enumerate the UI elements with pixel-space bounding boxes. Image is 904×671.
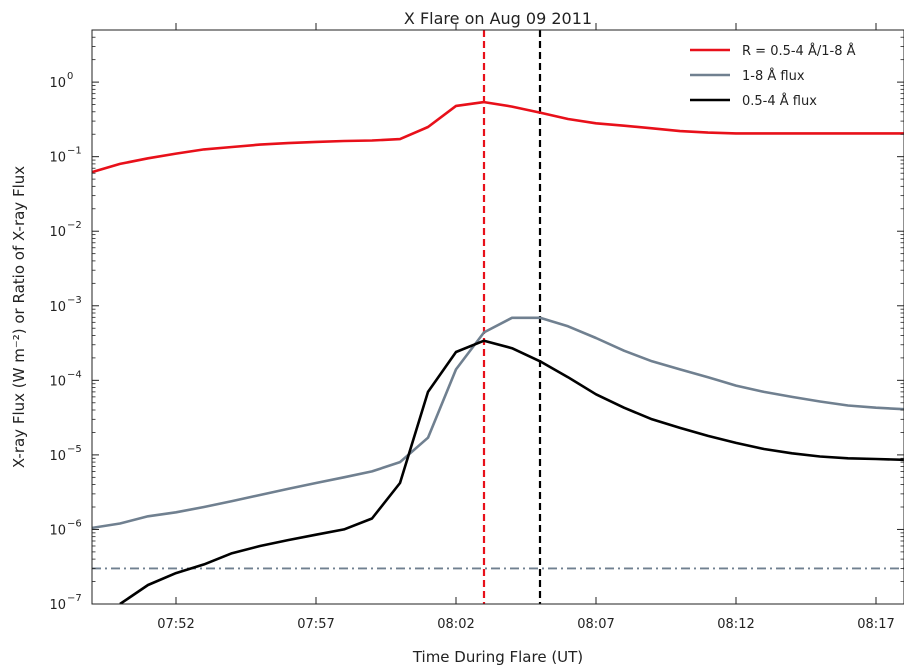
- plot-frame: [91, 29, 904, 605]
- y-tick-exponent: −1: [67, 146, 82, 157]
- legend-label-0-5-4-flux: 0.5-4 Å flux: [742, 93, 817, 109]
- x-tick-label: 08:07: [577, 617, 614, 632]
- x-tick-label: 07:57: [297, 617, 334, 632]
- x-tick-label: 07:52: [157, 617, 194, 632]
- series-lines: [92, 100, 904, 604]
- y-tick-label: 10: [49, 449, 66, 464]
- series-line-1-8-flux: [92, 316, 904, 530]
- y-tick-exponent: −5: [67, 444, 82, 455]
- y-tick-label: 10: [49, 300, 66, 315]
- chart-title: X Flare on Aug 09 2011: [404, 9, 592, 28]
- x-tick-label: 08:02: [437, 617, 474, 632]
- y-tick-exponent: −7: [67, 593, 82, 604]
- y-tick-exponent: −6: [67, 518, 82, 529]
- y-tick-exponent: −2: [67, 220, 82, 231]
- x-axis-title: Time During Flare (UT): [412, 648, 583, 666]
- x-tick-label: 08:17: [857, 617, 894, 632]
- y-tick-label: 10: [49, 225, 66, 240]
- y-tick-exponent: 0: [67, 71, 73, 82]
- y-tick-exponent: −4: [67, 369, 82, 380]
- reference-lines: [92, 30, 904, 604]
- series-line-r-0-5-4-1-8: [92, 100, 904, 174]
- y-axis-title: X-ray Flux (W m⁻²) or Ratio of X-ray Flu…: [10, 166, 28, 468]
- y-tick-label: 10: [49, 374, 66, 389]
- legend-label-1-8-flux: 1-8 Å flux: [742, 68, 805, 84]
- y-tick-label: 10: [49, 598, 66, 613]
- legend: R = 0.5-4 Å/1-8 Å 1-8 Å flux 0.5-4 Å flux: [690, 43, 856, 109]
- x-axis: 07:52 07:57 08:02 08:07 08:12 08:17: [157, 23, 895, 632]
- series-line-0-5-4-flux: [119, 339, 904, 604]
- y-tick-label: 10: [49, 523, 66, 538]
- y-tick-exponent: −3: [67, 295, 82, 306]
- y-tick-label: 10: [49, 151, 66, 166]
- legend-label-r-0-5-4-1-8: R = 0.5-4 Å/1-8 Å: [742, 43, 856, 59]
- x-tick-label: 08:12: [717, 617, 754, 632]
- y-tick-label: 10: [49, 76, 66, 91]
